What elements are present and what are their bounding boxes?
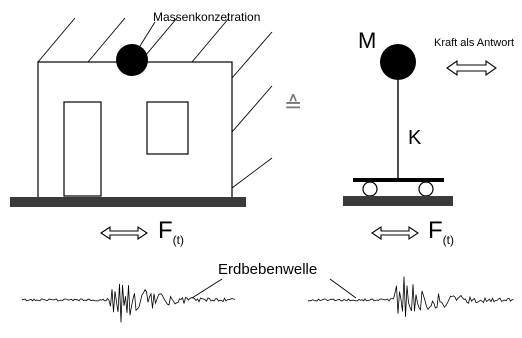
oscillator-ground [343, 196, 453, 206]
building-model [37, 17, 273, 199]
wave-leader-right [329, 278, 357, 299]
building-window [146, 101, 189, 155]
equivalence-symbol: ≙ [284, 92, 302, 117]
wave-leader-left [191, 278, 223, 299]
left-force-label: F(t) [158, 217, 184, 247]
right-force-label: F(t) [428, 217, 454, 247]
oscillator-model: M K Kraft als Antwort [343, 28, 514, 206]
building-door [63, 101, 102, 197]
mass-concentration-label: Massenkonzetration [153, 10, 260, 24]
earthquake-wave-left [21, 283, 236, 323]
earthquake-wave-label: Erdbebenwelle [218, 261, 317, 278]
mass-leader-line [139, 21, 156, 47]
mass-symbol-label: M [358, 28, 376, 53]
building-mass-circle [116, 44, 148, 76]
earthquake-wave-right [308, 276, 514, 317]
reaction-force-label: Kraft als Antwort [434, 37, 514, 49]
building-ground [10, 197, 246, 207]
cart-wheel-right [418, 181, 434, 197]
cart-platform [353, 178, 444, 182]
reaction-force-arrow [446, 59, 497, 77]
cart-wheel-left [362, 181, 378, 197]
stiffness-symbol-label: K [408, 127, 422, 149]
oscillator-mass-circle [380, 44, 416, 80]
right-force-arrow [371, 225, 419, 241]
left-force-arrow [100, 225, 148, 241]
